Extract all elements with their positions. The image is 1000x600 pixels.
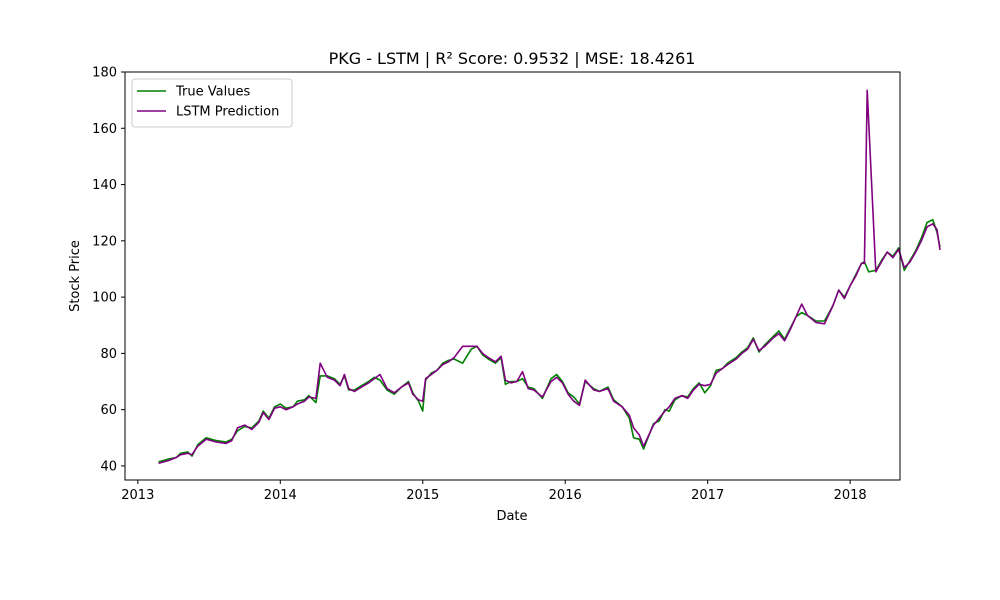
legend: True Values LSTM Prediction xyxy=(131,78,293,128)
y-tick-label: 80 xyxy=(100,347,117,362)
series-line-true-values xyxy=(158,218,941,463)
y-tick-label: 100 xyxy=(92,291,117,306)
x-axis: 2013 2014 2015 2016 2017 2018 xyxy=(121,480,867,503)
legend-label: True Values xyxy=(175,85,250,100)
x-tick-label: 2018 xyxy=(834,488,867,503)
series-line-lstm-prediction xyxy=(158,89,941,464)
y-tick-label: 40 xyxy=(100,459,117,474)
y-axis-title: Stock Price xyxy=(68,240,83,312)
y-tick-label: 140 xyxy=(92,178,117,193)
y-axis: 40 60 80 100 120 140 160 180 xyxy=(92,66,125,474)
plot-frame xyxy=(124,71,901,481)
x-tick-label: 2014 xyxy=(264,488,297,503)
x-tick-label: 2017 xyxy=(691,488,724,503)
legend-box xyxy=(131,78,293,128)
series-layer xyxy=(158,89,941,464)
legend-label: LSTM Prediction xyxy=(176,105,279,120)
x-tick-label: 2015 xyxy=(406,488,439,503)
chart-title: PKG - LSTM | R² Score: 0.9532 | MSE: 18.… xyxy=(329,49,696,68)
x-axis-title: Date xyxy=(496,509,527,524)
y-tick-label: 180 xyxy=(92,66,117,81)
y-tick-label: 60 xyxy=(100,403,117,418)
y-tick-label: 160 xyxy=(92,122,117,137)
y-tick-label: 120 xyxy=(92,234,117,249)
x-tick-label: 2013 xyxy=(121,488,154,503)
x-tick-label: 2016 xyxy=(549,488,582,503)
